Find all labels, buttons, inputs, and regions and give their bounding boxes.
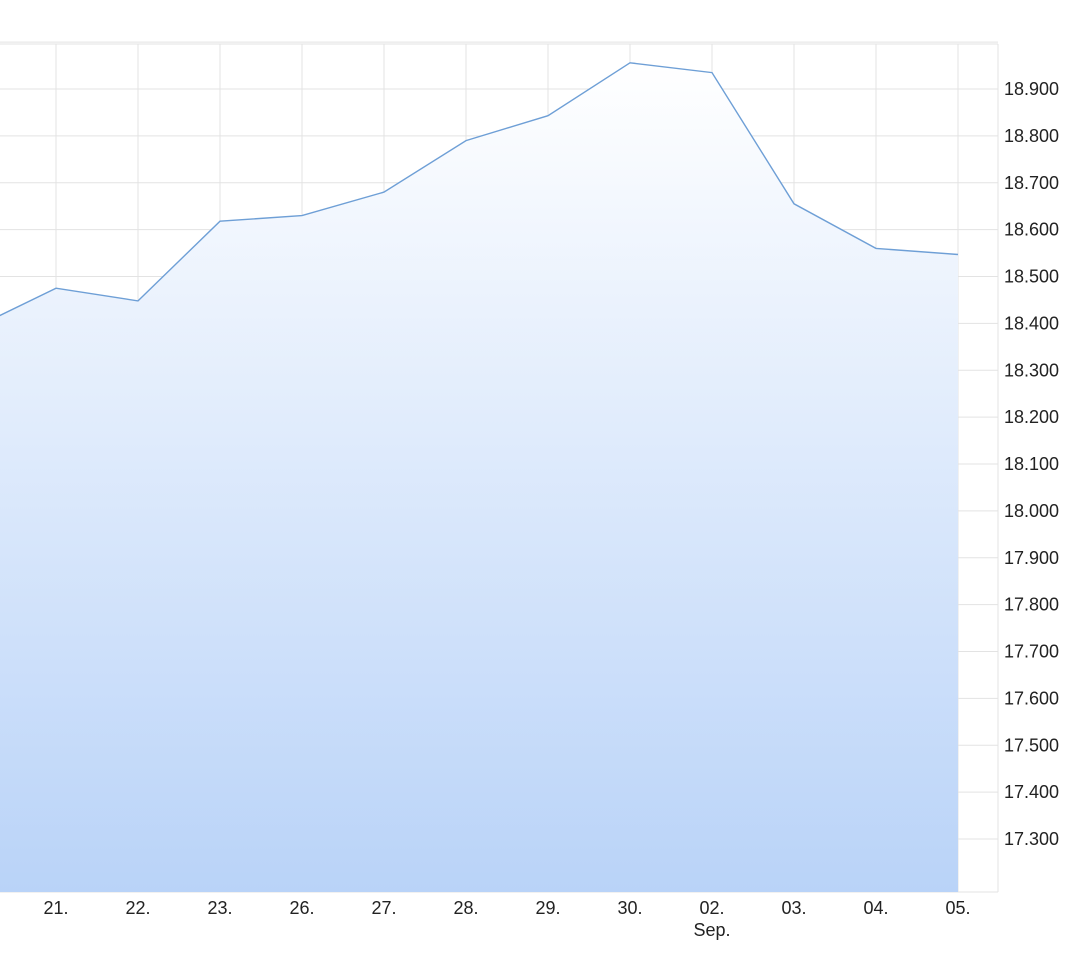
y-tick-label: 18.500 — [1004, 267, 1059, 287]
x-tick-label: 23. — [207, 898, 232, 918]
y-tick-label: 17.500 — [1004, 735, 1059, 755]
x-tick-label: 22. — [125, 898, 150, 918]
y-tick-label: 17.300 — [1004, 829, 1059, 849]
x-month-label: Sep. — [693, 920, 730, 940]
y-tick-label: 17.400 — [1004, 782, 1059, 802]
x-tick-label: 03. — [781, 898, 806, 918]
x-tick-label: 21. — [43, 898, 68, 918]
area-fill — [0, 62, 958, 892]
axes: 17.300 17.400 17.500 17.600 17.700 17.800 17.9… — [43, 79, 1059, 940]
x-tick-label: 02. — [699, 898, 724, 918]
x-tick-label: 27. — [371, 898, 396, 918]
y-tick-label: 17.800 — [1004, 595, 1059, 615]
y-tick-label: 17.700 — [1004, 642, 1059, 662]
y-tick-label: 18.400 — [1004, 313, 1059, 333]
y-tick-label: 17.900 — [1004, 548, 1059, 568]
y-tick-label: 18.600 — [1004, 220, 1059, 240]
x-tick-label: 04. — [863, 898, 888, 918]
x-tick-label: 29. — [535, 898, 560, 918]
x-tick-label: 28. — [453, 898, 478, 918]
y-tick-label: 17.600 — [1004, 688, 1059, 708]
y-tick-label: 18.800 — [1004, 126, 1059, 146]
y-tick-label: 18.000 — [1004, 501, 1059, 521]
y-tick-label: 18.900 — [1004, 79, 1059, 99]
area-series — [0, 62, 959, 892]
x-tick-label: 05. — [945, 898, 970, 918]
y-tick-label: 18.100 — [1004, 454, 1059, 474]
y-tick-label: 18.200 — [1004, 407, 1059, 427]
x-tick-label: 26. — [289, 898, 314, 918]
x-tick-label: 30. — [617, 898, 642, 918]
y-tick-label: 18.700 — [1004, 173, 1059, 193]
y-tick-label: 18.300 — [1004, 360, 1059, 380]
